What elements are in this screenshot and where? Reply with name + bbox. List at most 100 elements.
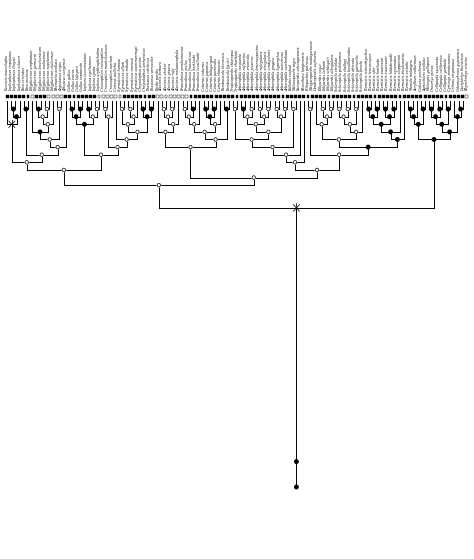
- Circle shape: [15, 115, 18, 119]
- Circle shape: [309, 107, 312, 111]
- Bar: [361, 95, 364, 98]
- Text: Pternistis bicalcaratus: Pternistis bicalcaratus: [402, 52, 406, 91]
- Circle shape: [459, 107, 462, 111]
- Text: Scleroptila africana: Scleroptila africana: [352, 57, 356, 91]
- Text: Arborophila atrogularis: Arborophila atrogularis: [264, 50, 268, 91]
- Bar: [152, 95, 155, 98]
- Text: Alectoris rufa: Alectoris rufa: [173, 67, 176, 91]
- Text: Oreortyx pictus: Oreortyx pictus: [431, 64, 436, 91]
- Text: Lophophorus sclateri: Lophophorus sclateri: [18, 55, 22, 91]
- Bar: [202, 95, 205, 98]
- Text: Argusianus argus: Argusianus argus: [59, 61, 64, 91]
- Circle shape: [12, 107, 15, 111]
- Circle shape: [284, 153, 288, 157]
- Bar: [135, 95, 138, 98]
- Text: Acryllium vulturinum: Acryllium vulturinum: [415, 54, 419, 91]
- Circle shape: [417, 122, 420, 126]
- Text: Chrysolophus amherstiae: Chrysolophus amherstiae: [143, 47, 147, 91]
- Circle shape: [150, 107, 153, 111]
- Bar: [160, 95, 163, 98]
- Text: Dendroperdix sephaena: Dendroperdix sephaena: [314, 50, 319, 91]
- Text: Arborophila hyperythra: Arborophila hyperythra: [277, 50, 281, 91]
- Circle shape: [172, 122, 175, 126]
- Circle shape: [267, 107, 270, 111]
- Text: Arborophila rufipectus: Arborophila rufipectus: [243, 52, 247, 91]
- Bar: [198, 95, 201, 98]
- Circle shape: [263, 115, 266, 119]
- Circle shape: [56, 145, 59, 149]
- Bar: [35, 95, 38, 98]
- Bar: [148, 95, 151, 98]
- Bar: [340, 95, 343, 98]
- Text: Callipepla californica: Callipepla californica: [440, 54, 444, 91]
- Circle shape: [338, 107, 341, 111]
- Circle shape: [79, 107, 82, 111]
- Circle shape: [116, 145, 119, 149]
- Bar: [390, 95, 393, 98]
- Circle shape: [91, 115, 94, 119]
- Circle shape: [183, 107, 186, 111]
- Bar: [77, 95, 80, 98]
- Text: Melanoperdix nigra: Melanoperdix nigra: [293, 57, 298, 91]
- Text: Ptilopachus petrosus: Ptilopachus petrosus: [306, 55, 310, 91]
- Bar: [6, 95, 9, 98]
- Circle shape: [392, 107, 395, 111]
- Bar: [394, 95, 397, 98]
- Text: Scleroptila shelleyi: Scleroptila shelleyi: [344, 58, 347, 91]
- Bar: [336, 95, 339, 98]
- Text: Arborophila gingica: Arborophila gingica: [273, 57, 277, 91]
- Circle shape: [258, 107, 262, 111]
- Circle shape: [203, 130, 206, 134]
- Text: Pavo cristatus: Pavo cristatus: [22, 67, 26, 91]
- Bar: [252, 95, 255, 98]
- Circle shape: [329, 107, 333, 111]
- Text: Afropavo congensis: Afropavo congensis: [64, 58, 68, 91]
- Bar: [236, 95, 238, 98]
- Circle shape: [83, 122, 86, 126]
- Text: Pternistis squamatus: Pternistis squamatus: [394, 55, 398, 91]
- Circle shape: [192, 122, 196, 126]
- Circle shape: [189, 145, 192, 149]
- Bar: [114, 95, 117, 98]
- Circle shape: [283, 107, 287, 111]
- Text: Crossoptilon auritum: Crossoptilon auritum: [109, 54, 114, 91]
- Bar: [415, 95, 418, 98]
- Circle shape: [430, 107, 433, 111]
- Text: Bambusicola thoracica: Bambusicola thoracica: [222, 52, 227, 91]
- Circle shape: [409, 107, 412, 111]
- Text: Pternistis erckelii: Pternistis erckelii: [406, 60, 410, 91]
- Text: Coturnix coturnix: Coturnix coturnix: [201, 61, 206, 91]
- Circle shape: [171, 107, 174, 111]
- Circle shape: [37, 107, 40, 111]
- Text: Scleroptila psilolaemus: Scleroptila psilolaemus: [339, 50, 344, 91]
- Bar: [206, 95, 209, 98]
- Text: Catreus wallichii: Catreus wallichii: [114, 61, 118, 91]
- Circle shape: [187, 115, 191, 119]
- Bar: [244, 95, 247, 98]
- Circle shape: [337, 153, 341, 157]
- Bar: [294, 95, 297, 98]
- Text: Rhynchortyx cinctus: Rhynchortyx cinctus: [465, 56, 469, 91]
- Circle shape: [45, 107, 48, 111]
- Text: Arborophila sumatrana: Arborophila sumatrana: [281, 51, 285, 91]
- Bar: [307, 95, 310, 98]
- Text: Bambusicola fytchii: Bambusicola fytchii: [227, 57, 231, 91]
- Circle shape: [214, 138, 217, 141]
- Bar: [43, 95, 46, 98]
- Bar: [64, 95, 67, 98]
- Text: Scleroptila striolata: Scleroptila striolata: [335, 56, 339, 91]
- Circle shape: [271, 145, 274, 149]
- Bar: [164, 95, 167, 98]
- Bar: [461, 95, 464, 98]
- Circle shape: [432, 138, 436, 141]
- Text: Polyplectron chalcurum: Polyplectron chalcurum: [51, 50, 55, 91]
- Circle shape: [384, 107, 387, 111]
- Circle shape: [295, 460, 298, 463]
- Bar: [265, 95, 268, 98]
- Circle shape: [120, 107, 124, 111]
- Bar: [315, 95, 318, 98]
- Bar: [424, 95, 427, 98]
- Circle shape: [412, 115, 415, 119]
- Circle shape: [100, 153, 103, 157]
- Text: Lophura leucomelanos: Lophura leucomelanos: [84, 52, 89, 91]
